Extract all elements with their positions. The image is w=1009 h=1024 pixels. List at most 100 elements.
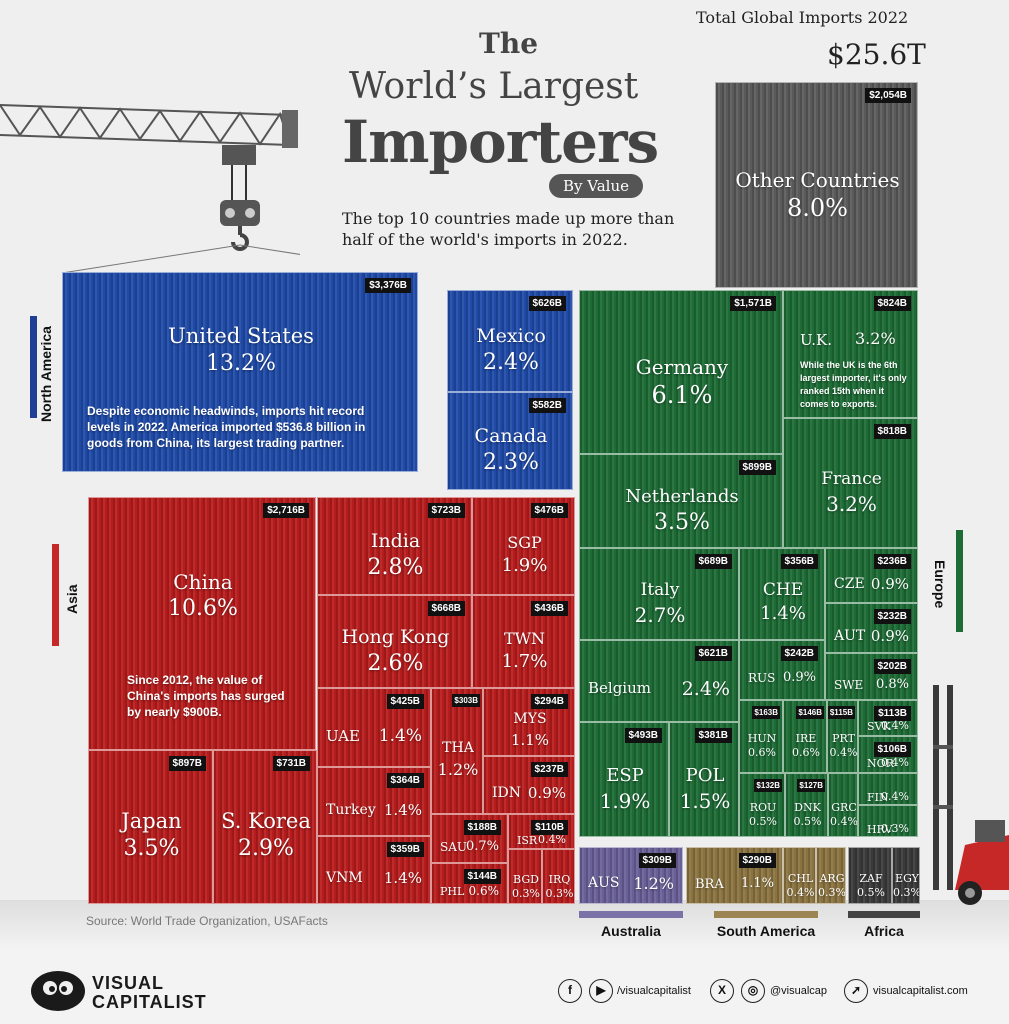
cursor-icon[interactable]: ➚ [844, 979, 868, 1003]
value-badge: $294B [530, 694, 568, 709]
tile-zaf: ZAF 0.5% [848, 847, 892, 904]
country-name: Germany [635, 355, 729, 379]
container-stripes [214, 751, 316, 903]
country-share: 0.8% [875, 676, 909, 692]
facebook-icon[interactable]: f [558, 979, 582, 1003]
value-badge: $132B [754, 779, 782, 792]
youtube-icon[interactable]: ▶ [589, 979, 613, 1003]
tile-ire: $146B IRE 0.6% [783, 700, 827, 773]
tile-swe: $202B SWE 0.8% [825, 653, 918, 700]
country-name: CHL [787, 872, 814, 885]
country-name: ESP [606, 765, 644, 786]
container-stripes [509, 850, 541, 903]
social-handle-1[interactable]: /visualcapitalist [617, 985, 691, 997]
country-name: BGD [513, 873, 539, 886]
country-share: 1.4% [383, 800, 422, 819]
logo-line-1: VISUAL [92, 973, 165, 993]
country-name: ARG [819, 872, 845, 885]
country-name: SWE [834, 677, 864, 692]
tile-phl: $144B PHL 0.6% [431, 863, 508, 904]
value-badge: $425B [386, 694, 424, 709]
country-share: 2.6% [367, 651, 424, 676]
container-stripes [859, 806, 917, 836]
country-share: 0.3% [818, 886, 846, 899]
country-share: 13.2% [206, 351, 276, 376]
europe-bar [956, 530, 963, 632]
value-badge: $232B [873, 609, 911, 624]
country-name: Italy [640, 580, 680, 600]
country-share: 8.0% [787, 194, 848, 222]
country-name: ISR [517, 833, 538, 847]
country-name: Mexico [476, 325, 546, 347]
visual-capitalist-logo-text: VISUAL CAPITALIST [92, 974, 207, 1012]
container-stripes [893, 848, 919, 903]
tile-sau: $188B SAU 0.7% [431, 814, 508, 863]
title-line-1: The [479, 27, 539, 60]
country-share: 1.1% [740, 875, 774, 891]
country-name: POL [685, 765, 725, 786]
tile-tha: $303B THA 1.2% [431, 688, 483, 814]
value-badge: $303B [452, 694, 480, 707]
country-name: DNK [794, 801, 821, 814]
country-name: CZE [834, 575, 865, 592]
by-value-badge: By Value [549, 174, 643, 198]
tile-annotation: Despite economic headwinds, imports hit … [87, 404, 366, 450]
country-share: 1.4% [760, 603, 806, 624]
country-share: 1.1% [510, 731, 550, 749]
container-stripes [829, 774, 857, 836]
country-name: MYS [513, 711, 547, 727]
container-stripes [543, 850, 574, 903]
country-share: 0.3% [512, 887, 540, 900]
container-stripes [849, 848, 891, 903]
tile-mys: $294B MYS 1.1% [483, 688, 575, 756]
website-link[interactable]: visualcapitalist.com [873, 985, 968, 997]
country-name: PRT [832, 732, 855, 745]
country-name: SGP [507, 533, 542, 552]
country-share: 0.4% [830, 815, 858, 828]
tile-aut: $232B AUT 0.9% [825, 603, 918, 653]
country-share: 0.9% [870, 574, 909, 593]
country-share: 0.5% [793, 815, 822, 828]
tile-united-states: $3,376B United States 13.2% Despite economi… [62, 272, 418, 472]
tile-uae: $425B UAE 1.4% [317, 688, 431, 767]
x-twitter-icon[interactable]: X [710, 979, 734, 1003]
value-badge: $163B [752, 706, 780, 719]
country-name: Netherlands [625, 486, 739, 507]
tile-u-k: $824B U.K. 3.2% While the UK is the 6th lar… [783, 290, 918, 418]
tile-india: $723B India 2.8% [317, 497, 472, 595]
tile-hong-kong: $668B Hong Kong 2.6% [317, 595, 472, 688]
tile-germany: $1,571B Germany 6.1% [579, 290, 783, 454]
country-share: 2.8% [367, 555, 424, 580]
country-share: 3.5% [123, 836, 180, 861]
value-badge: $2,716B [263, 503, 309, 518]
country-share: 2.4% [681, 677, 730, 700]
value-badge: $3,376B [365, 278, 411, 293]
tile-canada: $582B Canada 2.3% [447, 392, 573, 490]
country-name: IRE [795, 732, 817, 745]
instagram-icon[interactable]: ◎ [741, 979, 765, 1003]
country-share: 3.2% [855, 329, 896, 348]
tile-fin: FIN 0.4% [858, 773, 918, 805]
country-share: 0.3% [545, 887, 574, 900]
container-stripes [89, 751, 212, 903]
value-badge: $359B [386, 842, 424, 857]
tile-belgium: $621B Belgium 2.4% [579, 640, 739, 722]
tile-sgp: $476B SGP 1.9% [472, 497, 575, 595]
social-handle-2[interactable]: @visualcap [770, 985, 828, 997]
country-name: Turkey [326, 801, 376, 818]
container-stripes [784, 419, 917, 547]
country-share: 0.5% [749, 815, 777, 828]
country-share: 0.4% [881, 755, 909, 769]
country-name: France [821, 469, 882, 489]
country-name: PHL [440, 885, 465, 898]
country-name: AUS [588, 875, 620, 891]
tile-turkey: $364B Turkey 1.4% [317, 767, 431, 836]
value-badge: $110B [531, 820, 568, 835]
tile-egy: EGY 0.3% [892, 847, 920, 904]
tile-svk: $113B SVK 0.4% [858, 700, 918, 736]
africa-bar [848, 911, 920, 918]
value-badge: $188B [463, 820, 501, 835]
country-name: U.K. [800, 331, 833, 349]
tile-annotation: While the UK is the 6th largest importer… [800, 360, 907, 409]
country-share: 0.6% [748, 746, 776, 759]
